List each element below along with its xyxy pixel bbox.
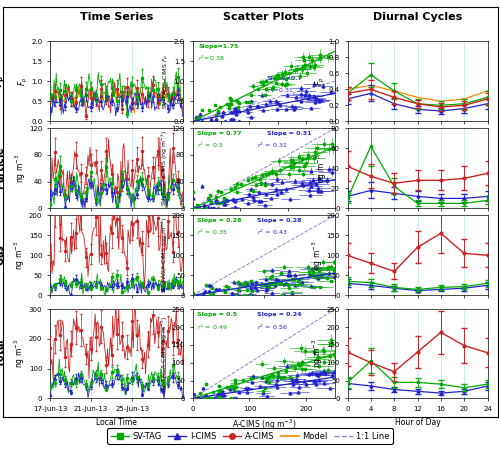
Y-axis label: ng m$^{-3}$: ng m$^{-3}$ <box>310 339 325 368</box>
Text: $\bf{Gas}$: $\bf{Gas}$ <box>0 245 6 266</box>
Y-axis label: $F_p$: $F_p$ <box>314 76 327 86</box>
Y-axis label: ng m$^{-3}$: ng m$^{-3}$ <box>13 339 28 368</box>
X-axis label: Local Time: Local Time <box>96 418 136 427</box>
Text: $\bf{Total}$: $\bf{Total}$ <box>0 339 6 368</box>
Text: Slope=1.75: Slope=1.75 <box>198 44 238 49</box>
Text: Slope = 0.5: Slope = 0.5 <box>197 312 237 317</box>
X-axis label: Hour of Day: Hour of Day <box>394 418 440 427</box>
Text: Scatter Plots: Scatter Plots <box>224 11 304 22</box>
Text: Slope = 0.77: Slope = 0.77 <box>197 131 242 136</box>
Y-axis label: ng m$^{-3}$: ng m$^{-3}$ <box>310 241 325 270</box>
Text: $r^2$ = 0.35: $r^2$ = 0.35 <box>197 227 227 237</box>
Y-axis label: ng m$^{-3}$: ng m$^{-3}$ <box>13 154 28 183</box>
Y-axis label: $F_p$: $F_p$ <box>16 76 30 86</box>
Text: Slope=0.7: Slope=0.7 <box>266 76 302 81</box>
Legend: SV-TAG, I-CIMS, A-CIMS, Model, 1:1 Line: SV-TAG, I-CIMS, A-CIMS, Model, 1:1 Line <box>107 428 393 444</box>
Text: $\bf{F_p}$: $\bf{F_p}$ <box>0 75 7 88</box>
Text: $\bf{Particle}$: $\bf{Particle}$ <box>0 147 6 190</box>
Text: $r^2$=0.31: $r^2$=0.31 <box>266 85 293 95</box>
Text: Diurnal Cycles: Diurnal Cycles <box>373 11 462 22</box>
Y-axis label: SV-TAG/I-CIMS (ng m$^{-3}$): SV-TAG/I-CIMS (ng m$^{-3}$) <box>160 316 170 392</box>
Text: $r^2$=0.38: $r^2$=0.38 <box>198 53 225 63</box>
Y-axis label: SV-TAG/I-CIMS (ng m$^{-3}$): SV-TAG/I-CIMS (ng m$^{-3}$) <box>160 217 170 294</box>
Text: Time Series: Time Series <box>80 11 153 22</box>
Y-axis label: SV-TAG/I-CIMS (ng m$^{-3}$): SV-TAG/I-CIMS (ng m$^{-3}$) <box>160 130 170 207</box>
Text: Slope = 0.28: Slope = 0.28 <box>256 218 301 223</box>
Text: $r^2$ = 0.5: $r^2$ = 0.5 <box>197 140 223 150</box>
Text: Slope = 0.28: Slope = 0.28 <box>197 218 242 223</box>
Text: Slope = 0.24: Slope = 0.24 <box>256 312 301 317</box>
Y-axis label: ng m$^{-3}$: ng m$^{-3}$ <box>13 241 28 270</box>
Text: $r^2$ = 0.43: $r^2$ = 0.43 <box>256 227 287 237</box>
X-axis label: A-CIMS (ng m$^{-3}$): A-CIMS (ng m$^{-3}$) <box>232 418 296 432</box>
Text: $r^2$ = 0.49: $r^2$ = 0.49 <box>197 322 228 332</box>
Y-axis label: SV-TAG/I-CIMS $F_p$: SV-TAG/I-CIMS $F_p$ <box>162 54 172 109</box>
Text: Slope = 0.31: Slope = 0.31 <box>266 131 311 136</box>
Text: $r^2$ = 0.56: $r^2$ = 0.56 <box>256 322 287 332</box>
Y-axis label: ng m$^{-3}$: ng m$^{-3}$ <box>315 154 330 183</box>
Text: $r^2$ = 0.31: $r^2$ = 0.31 <box>256 140 287 150</box>
